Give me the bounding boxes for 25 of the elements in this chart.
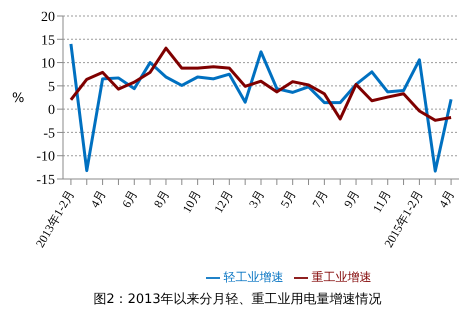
y-tick-label: 10 xyxy=(41,56,55,72)
x-tick-label: 9月 xyxy=(340,188,362,210)
y-tick-label: 5 xyxy=(48,80,55,95)
x-tick-label: 11月 xyxy=(370,188,394,215)
y-tick-label: 20 xyxy=(41,10,55,25)
y-tick-label: -15 xyxy=(36,172,55,188)
x-tick-label: 12月 xyxy=(211,188,236,216)
text: 图2：2013年以来分月轻、重工业用电量增速情况 xyxy=(92,291,383,308)
line-series xyxy=(69,46,453,122)
y-tick-label: -10 xyxy=(36,150,55,165)
x-tick-label: 10月 xyxy=(180,188,204,216)
y-tick-label: 0 xyxy=(48,103,55,118)
y-tick-label: 15 xyxy=(41,33,55,48)
x-tick-label: 4月 xyxy=(436,188,458,210)
y-tick-label: -5 xyxy=(43,126,55,142)
x-tick-label: 8月 xyxy=(150,188,172,210)
x-tick-label: 4月 xyxy=(88,188,109,210)
x-tick-label: 3月 xyxy=(246,188,268,210)
y-axis-title: % xyxy=(12,91,24,106)
x-tick-label: 7月 xyxy=(309,188,330,210)
line-series xyxy=(69,42,453,173)
x-tick-label: 5月 xyxy=(278,188,299,210)
x-tick-label: 6月 xyxy=(119,188,140,210)
legend-label: 轻工业增速 xyxy=(224,270,284,284)
legend-label: 重工业增速 xyxy=(312,270,372,284)
